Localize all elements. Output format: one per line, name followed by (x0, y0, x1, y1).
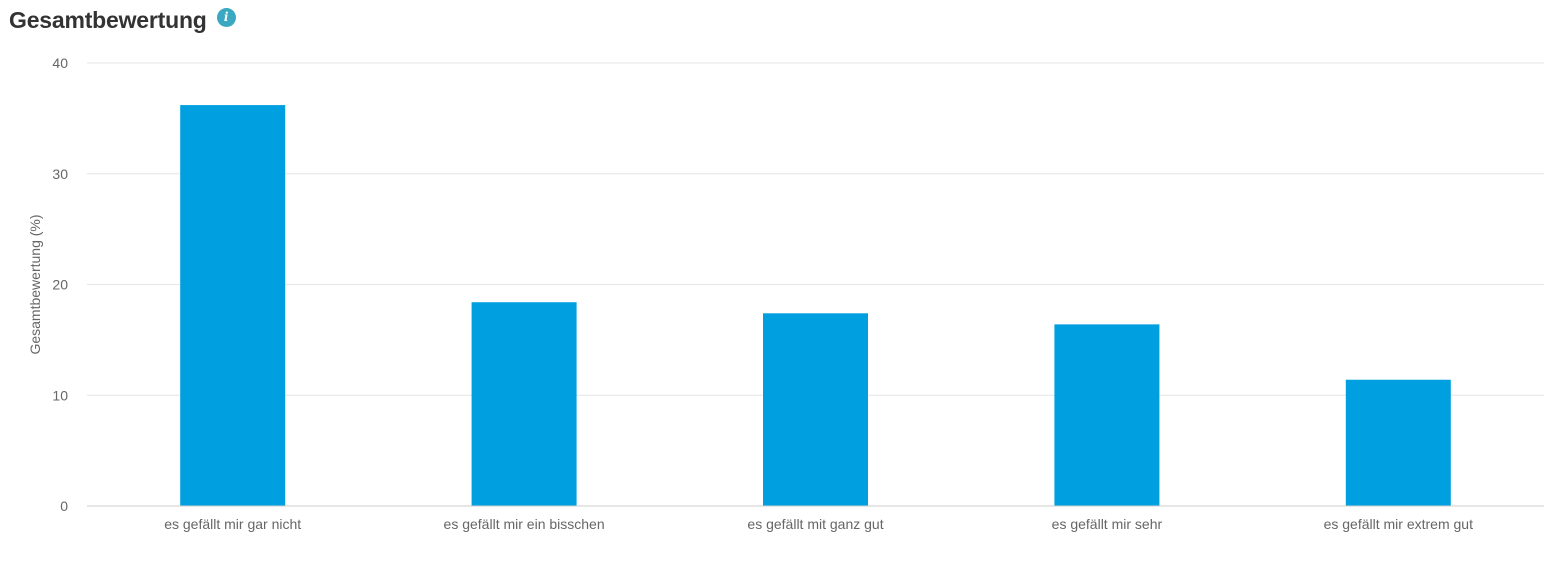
x-tick-label: es gefällt mir sehr (1052, 516, 1163, 532)
bar (1054, 324, 1160, 506)
y-tick-label: 40 (52, 55, 68, 71)
y-tick-label: 10 (52, 387, 68, 403)
y-tick-label: 30 (52, 166, 68, 182)
bar (1345, 379, 1451, 506)
y-tick-label: 0 (60, 498, 68, 514)
bar (763, 313, 868, 506)
bar (180, 105, 286, 507)
bars (180, 105, 1451, 507)
chart-header: Gesamtbewertung i (9, 5, 236, 35)
x-axis-ticks: es gefällt mir gar nicht es gefällt mir e… (164, 516, 1473, 532)
y-axis-title: Gesamtbewertung (%) (27, 214, 43, 354)
bar (471, 302, 577, 506)
x-tick-label: es gefällt mir extrem gut (1324, 516, 1473, 532)
info-icon[interactable]: i (216, 8, 236, 27)
x-tick-label: es gefällt mit ganz gut (747, 516, 883, 532)
x-tick-label: es gefällt mir gar nicht (164, 516, 301, 532)
x-tick-label: es gefällt mir ein bisschen (444, 516, 605, 532)
y-tick-label: 20 (52, 277, 68, 293)
y-axis-ticks: 0 10 20 30 40 (52, 55, 68, 514)
page-title: Gesamtbewertung (9, 7, 207, 33)
